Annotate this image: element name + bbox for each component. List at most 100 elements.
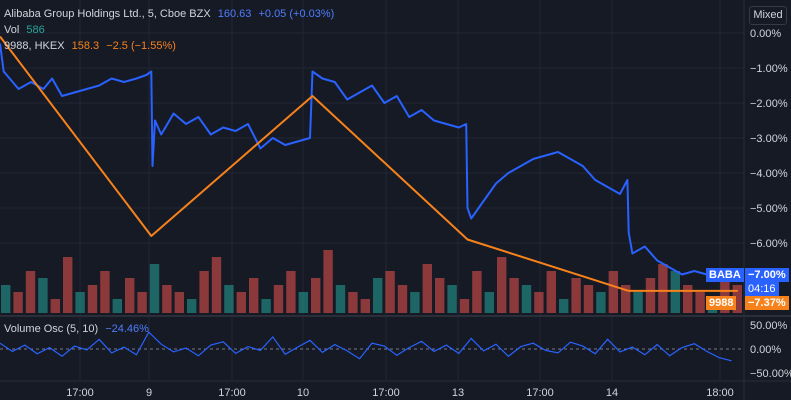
- hk-tag-value: −7.37%: [748, 297, 786, 309]
- compare-change: −2.5 (−1.55%): [106, 40, 176, 52]
- volume-bar: [100, 271, 110, 313]
- volume-bar: [596, 292, 606, 313]
- volume-bar: [385, 271, 395, 313]
- volume-bar: [435, 278, 445, 313]
- volume-bar: [546, 271, 556, 313]
- volume-bar: [211, 257, 222, 313]
- volume-bar: [608, 271, 618, 313]
- volume-bar: [645, 278, 656, 313]
- volume-bar: [187, 299, 197, 313]
- volume-bar: [583, 285, 594, 313]
- baba-value-tag: −7.00%: [745, 268, 789, 282]
- volume-bar: [373, 278, 383, 313]
- symbol-price: 160.63: [217, 8, 252, 20]
- x-tick-label: 9: [146, 387, 152, 399]
- volume-bar: [125, 278, 135, 313]
- volume-bar: [224, 285, 234, 313]
- volume-bar: [38, 278, 48, 313]
- volume-bar: [1, 285, 11, 313]
- volume-bar: [732, 285, 742, 313]
- osc-y-tick-label: 0.00%: [750, 344, 781, 356]
- volume-bar: [720, 278, 730, 313]
- volume-bar: [236, 292, 246, 313]
- volume-bar: [137, 292, 147, 313]
- volume-bar: [335, 285, 346, 313]
- vol-label: Vol: [4, 24, 20, 36]
- x-tick-label: 10: [297, 387, 309, 399]
- volume-bar: [261, 299, 271, 313]
- series-line-baba: [0, 43, 738, 279]
- baba-price-tag: BABA: [706, 268, 744, 282]
- x-tick-label: 18:00: [706, 387, 734, 399]
- compare-label: 9988, HKEX: [4, 40, 65, 52]
- y-tick-label: −1.00%: [750, 63, 788, 75]
- volume-bar: [286, 271, 296, 313]
- volume-bar: [484, 292, 494, 313]
- y-tick-label: −4.00%: [750, 168, 788, 180]
- volume-bar: [683, 285, 693, 313]
- x-tick-label: 17:00: [218, 387, 246, 399]
- y-tick-label: −3.00%: [750, 133, 788, 145]
- volume-bar: [162, 285, 172, 313]
- volume-bar: [410, 292, 420, 313]
- osc-line: [0, 331, 732, 362]
- volume-bar: [633, 292, 643, 313]
- volume-bar: [360, 299, 370, 313]
- volume-legend: Vol 586: [4, 24, 49, 36]
- x-tick-label: 17:00: [526, 387, 554, 399]
- volume-bar: [621, 285, 631, 313]
- hk-price-tag: 9988: [706, 296, 737, 310]
- y-tick-label: −2.00%: [750, 98, 788, 110]
- symbol-change: +0.05 (+0.03%): [258, 8, 335, 20]
- volume-bar: [87, 285, 98, 313]
- volume-bar: [695, 292, 705, 313]
- y-tick-label: 0.00%: [750, 28, 781, 40]
- volume-bar: [571, 278, 581, 313]
- volume-bar: [149, 264, 160, 313]
- volume-bar: [174, 292, 184, 313]
- volume-bar: [25, 271, 36, 313]
- volume-bar: [112, 299, 122, 313]
- vol-value: 586: [26, 24, 45, 36]
- volume-bar: [534, 292, 544, 313]
- volume-bar: [472, 271, 482, 313]
- baba-tag-value: −7.00%: [748, 269, 786, 281]
- volume-bar: [658, 264, 668, 313]
- volume-bar: [509, 278, 519, 313]
- volume-bar: [348, 292, 358, 313]
- compare-legend: 9988, HKEX 158.3 −2.5 (−1.55%): [4, 40, 180, 52]
- volume-bar: [249, 278, 259, 313]
- volume-bar: [50, 299, 60, 313]
- volume-bar: [311, 278, 321, 313]
- hk-tag-label: 9988: [709, 297, 734, 309]
- scale-mode-button[interactable]: Mixed: [749, 6, 787, 25]
- x-tick-label: 14: [606, 387, 618, 399]
- osc-y-tick-label: −50.00%: [750, 368, 791, 380]
- osc-label: Volume Osc (5, 10): [4, 323, 99, 335]
- hk-value-tag: −7.37%: [745, 296, 789, 310]
- volume-bar: [75, 292, 85, 313]
- volume-bar: [323, 250, 333, 313]
- volume-bar: [298, 292, 308, 313]
- volume-bar: [397, 285, 408, 313]
- volume-bar: [459, 299, 470, 313]
- symbol-title: Alibaba Group Holdings Ltd., 5, Cboe BZX: [4, 8, 211, 20]
- osc-y-tick-label: 50.00%: [750, 320, 788, 332]
- x-tick-label: 17:00: [372, 387, 400, 399]
- y-tick-label: −6.00%: [750, 238, 788, 250]
- volume-bar: [199, 271, 209, 313]
- volume-bar: [13, 292, 23, 313]
- series-line-9988: [0, 35, 738, 292]
- x-tick-label: 17:00: [66, 387, 94, 399]
- volume-bar: [447, 285, 457, 313]
- osc-value: −24.46%: [105, 323, 149, 335]
- baba-countdown-tag: 04:16: [745, 282, 779, 296]
- baba-tag-label: BABA: [709, 269, 741, 281]
- symbol-legend: Alibaba Group Holdings Ltd., 5, Cboe BZX…: [4, 8, 338, 20]
- volume-bar: [521, 285, 532, 313]
- y-tick-label: −5.00%: [750, 203, 788, 215]
- volume-bar: [497, 257, 507, 313]
- compare-price: 158.3: [71, 40, 100, 52]
